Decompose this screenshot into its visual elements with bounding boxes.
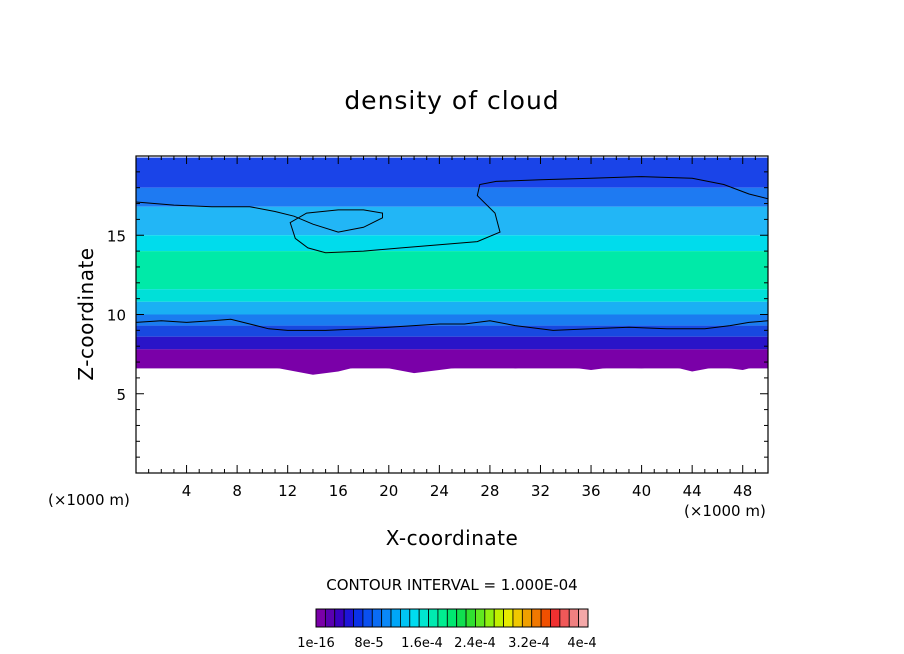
x-tick-label-7: 32 bbox=[531, 482, 550, 500]
x-tick-label-10: 44 bbox=[683, 482, 702, 500]
x-tick-label-4: 20 bbox=[379, 482, 398, 500]
cloud-base-region bbox=[136, 362, 768, 375]
x-tick-label-2: 12 bbox=[278, 482, 297, 500]
y-tick-labels: 5 10 15 bbox=[107, 227, 126, 404]
density-band-2 bbox=[136, 206, 768, 236]
colorbar-swatch-25 bbox=[550, 608, 561, 628]
colorbar-swatch-2 bbox=[334, 608, 345, 628]
colorbar-labels: 1e-16 8e-5 1.6e-4 2.4e-4 3.2e-4 4e-4 bbox=[297, 636, 596, 651]
colorbar-label-4: 3.2e-4 bbox=[508, 636, 550, 651]
colorbar-label-3: 2.4e-4 bbox=[454, 636, 496, 651]
colorbar-swatch-15 bbox=[456, 608, 467, 628]
x-tick-label-0: 4 bbox=[182, 482, 192, 500]
colorbar-swatch-28 bbox=[578, 608, 589, 628]
colorbar-swatch-3 bbox=[343, 608, 354, 628]
density-band-6 bbox=[136, 301, 768, 315]
density-band-9 bbox=[136, 336, 768, 350]
colorbar-swatch-12 bbox=[428, 608, 439, 628]
density-band-4 bbox=[136, 251, 768, 290]
colorbar-label-2: 1.6e-4 bbox=[401, 636, 443, 651]
y-axis-label: Z-coordinate bbox=[74, 247, 98, 381]
colorbar-swatch-0 bbox=[315, 608, 326, 628]
chart-title: density of cloud bbox=[344, 86, 560, 115]
colorbar-swatch-18 bbox=[484, 608, 495, 628]
colorbar-swatch-1 bbox=[324, 608, 336, 628]
colorbar-label-5: 4e-4 bbox=[567, 636, 596, 651]
colorbar-swatch-13 bbox=[437, 608, 448, 628]
colorbar-swatch-14 bbox=[446, 608, 458, 628]
contour-line-1 bbox=[136, 318, 768, 331]
x-tick-label-3: 16 bbox=[329, 482, 348, 500]
x-tick-label-6: 28 bbox=[480, 482, 499, 500]
y-tick-label-0: 5 bbox=[116, 386, 126, 404]
x-unit-label-left: (×1000 m) bbox=[48, 491, 130, 509]
x-tick-label-11: 48 bbox=[733, 482, 752, 500]
colorbar-frame bbox=[315, 608, 589, 628]
y-tick-label-1: 10 bbox=[107, 307, 126, 325]
colorbar-swatch-11 bbox=[418, 608, 429, 628]
colorbar-swatch-17 bbox=[475, 608, 486, 628]
colorbar-swatch-10 bbox=[409, 608, 420, 628]
density-band-8 bbox=[136, 325, 768, 337]
x-tick-label-1: 8 bbox=[232, 482, 242, 500]
colorbar-swatch-24 bbox=[540, 608, 551, 628]
axis-ticks bbox=[136, 156, 768, 473]
colorbar-label-0: 1e-16 bbox=[297, 636, 335, 651]
colorbar-swatch-19 bbox=[493, 608, 504, 628]
colorbar-swatch-7 bbox=[381, 608, 392, 628]
colorbar-swatch-5 bbox=[362, 608, 373, 628]
density-band-5 bbox=[136, 289, 768, 302]
density-band-0 bbox=[136, 157, 768, 188]
colorbar bbox=[315, 608, 589, 628]
y-tick-label-2: 15 bbox=[107, 227, 126, 245]
x-tick-label-5: 24 bbox=[430, 482, 449, 500]
colorbar-swatch-4 bbox=[353, 608, 364, 628]
x-axis-label: X-coordinate bbox=[385, 526, 519, 550]
colorbar-swatch-22 bbox=[521, 608, 533, 628]
colorbar-swatch-21 bbox=[512, 608, 523, 628]
x-tick-labels: 4 8 12 16 20 24 28 32 36 40 44 48 bbox=[182, 482, 752, 500]
colorbar-swatch-16 bbox=[465, 608, 476, 628]
x-unit-label-right: (×1000 m) bbox=[684, 502, 766, 520]
colorbar-swatch-6 bbox=[371, 608, 383, 628]
colorbar-swatch-20 bbox=[503, 608, 514, 628]
x-tick-label-8: 36 bbox=[581, 482, 600, 500]
contour-lines bbox=[136, 176, 768, 331]
density-band-7 bbox=[136, 314, 768, 326]
colorbar-swatch-23 bbox=[531, 608, 542, 628]
cloud-density-field bbox=[136, 157, 768, 375]
colorbar-swatch-27 bbox=[568, 608, 580, 628]
contour-interval-label: CONTOUR INTERVAL = 1.000E-04 bbox=[326, 576, 578, 594]
colorbar-swatch-9 bbox=[400, 608, 411, 628]
x-tick-label-9: 40 bbox=[632, 482, 651, 500]
density-band-3 bbox=[136, 235, 768, 252]
colorbar-swatch-26 bbox=[559, 608, 570, 628]
contour-line-0 bbox=[136, 176, 768, 254]
colorbar-swatch-8 bbox=[390, 608, 401, 628]
density-band-1 bbox=[136, 187, 768, 207]
colorbar-label-1: 8e-5 bbox=[354, 636, 383, 651]
